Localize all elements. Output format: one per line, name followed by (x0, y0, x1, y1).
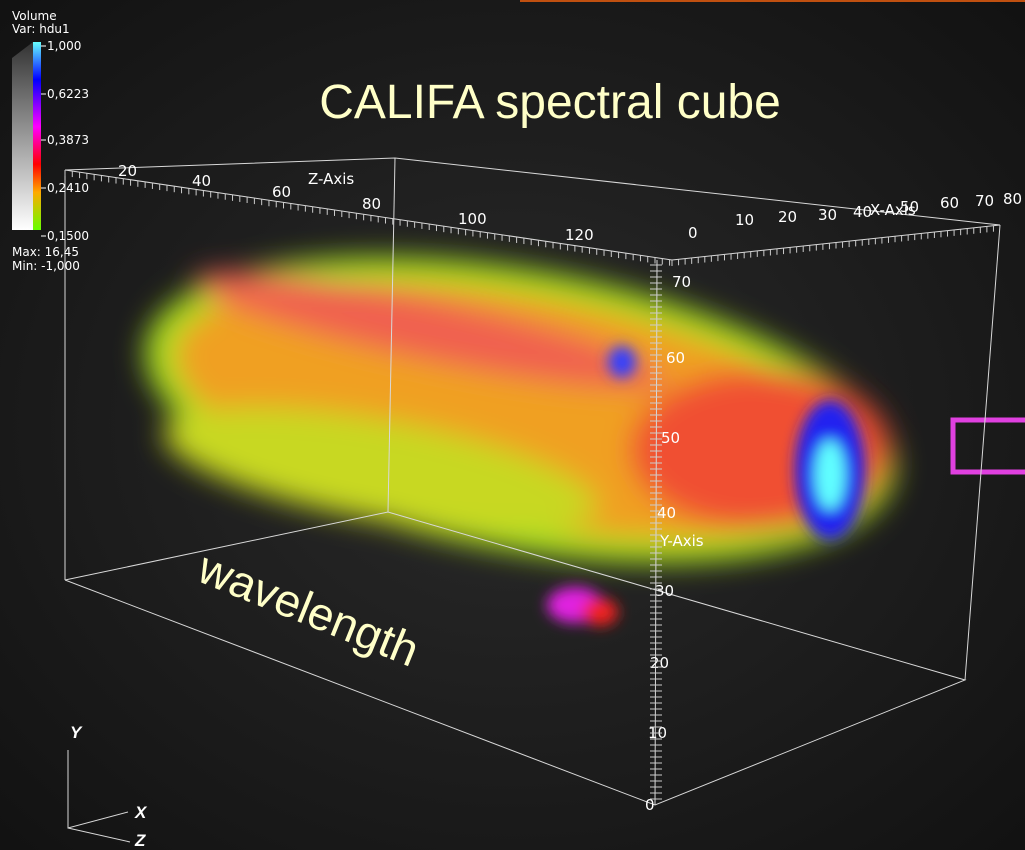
tick-label: 60 (272, 183, 291, 201)
opacity-ramp (12, 42, 33, 230)
tick-label: 60 (940, 194, 959, 212)
triad-z: Z (134, 831, 146, 850)
legend-tick-label: 1,000 (47, 39, 81, 53)
tick-label: 120 (565, 226, 594, 244)
legend-max: Max: 16,45 (12, 245, 79, 259)
tick-label: 70 (975, 192, 994, 210)
slide-title: CALIFA spectral cube (319, 76, 781, 129)
tick-label: 40 (657, 504, 676, 522)
legend-tick-label: 0,2410 (47, 181, 89, 195)
axis-triad: Y X Z (67, 723, 148, 850)
tick-label: 20 (650, 654, 669, 672)
legend-tick-label: 0,1500 (47, 229, 89, 243)
box-edge (654, 259, 658, 806)
tick-label: 0 (688, 224, 698, 242)
tick-label: 0 (645, 796, 655, 814)
tick-label: 50 (661, 429, 680, 447)
tick-label: 70 (672, 273, 691, 291)
triad-x: X (134, 803, 148, 822)
tick-label: 20 (778, 208, 797, 226)
box-edge (964, 224, 1001, 681)
color-bar (33, 42, 41, 230)
tick-label: 100 (458, 210, 487, 228)
tick-label: 80 (1003, 190, 1022, 208)
legend-tick-label: 0,3873 (47, 133, 89, 147)
tick-label: 30 (655, 582, 674, 600)
tick-label: 10 (735, 211, 754, 229)
highlight-box (950, 417, 1025, 475)
top-accent (520, 0, 1025, 2)
box-edge (387, 157, 396, 513)
tick-label: 40 (853, 203, 872, 221)
tick-label: 20 (118, 162, 137, 180)
axis-label: Y-Axis (659, 532, 704, 550)
legend-tick-label: 0,6223 (47, 87, 89, 101)
legend-variable: Var: hdu1 (12, 22, 70, 36)
tick-label: 80 (362, 195, 381, 213)
legend-heading: Volume (12, 9, 57, 23)
axis-label: Z-Axis (308, 170, 354, 188)
tick-label: 40 (192, 172, 211, 190)
volume-render (144, 257, 896, 626)
tick-label: 60 (666, 349, 685, 367)
axes: 20 40 60 80 100 120 0 10 20 30 40 50 60 70 80 70 60 50 40 3… (64, 162, 1022, 814)
legend: Volume Var: hdu1 Max: 16,45 Min: -1,000 … (12, 9, 89, 273)
bounding-box (64, 157, 1001, 806)
box-bottom (64, 511, 967, 806)
axis-label: X-Axis (870, 201, 916, 219)
tick-label: 30 (818, 206, 837, 224)
triad-line (67, 827, 131, 843)
tick-label: 50 (900, 198, 919, 216)
legend-min: Min: -1,000 (12, 259, 80, 273)
triad-y: Y (70, 723, 83, 742)
